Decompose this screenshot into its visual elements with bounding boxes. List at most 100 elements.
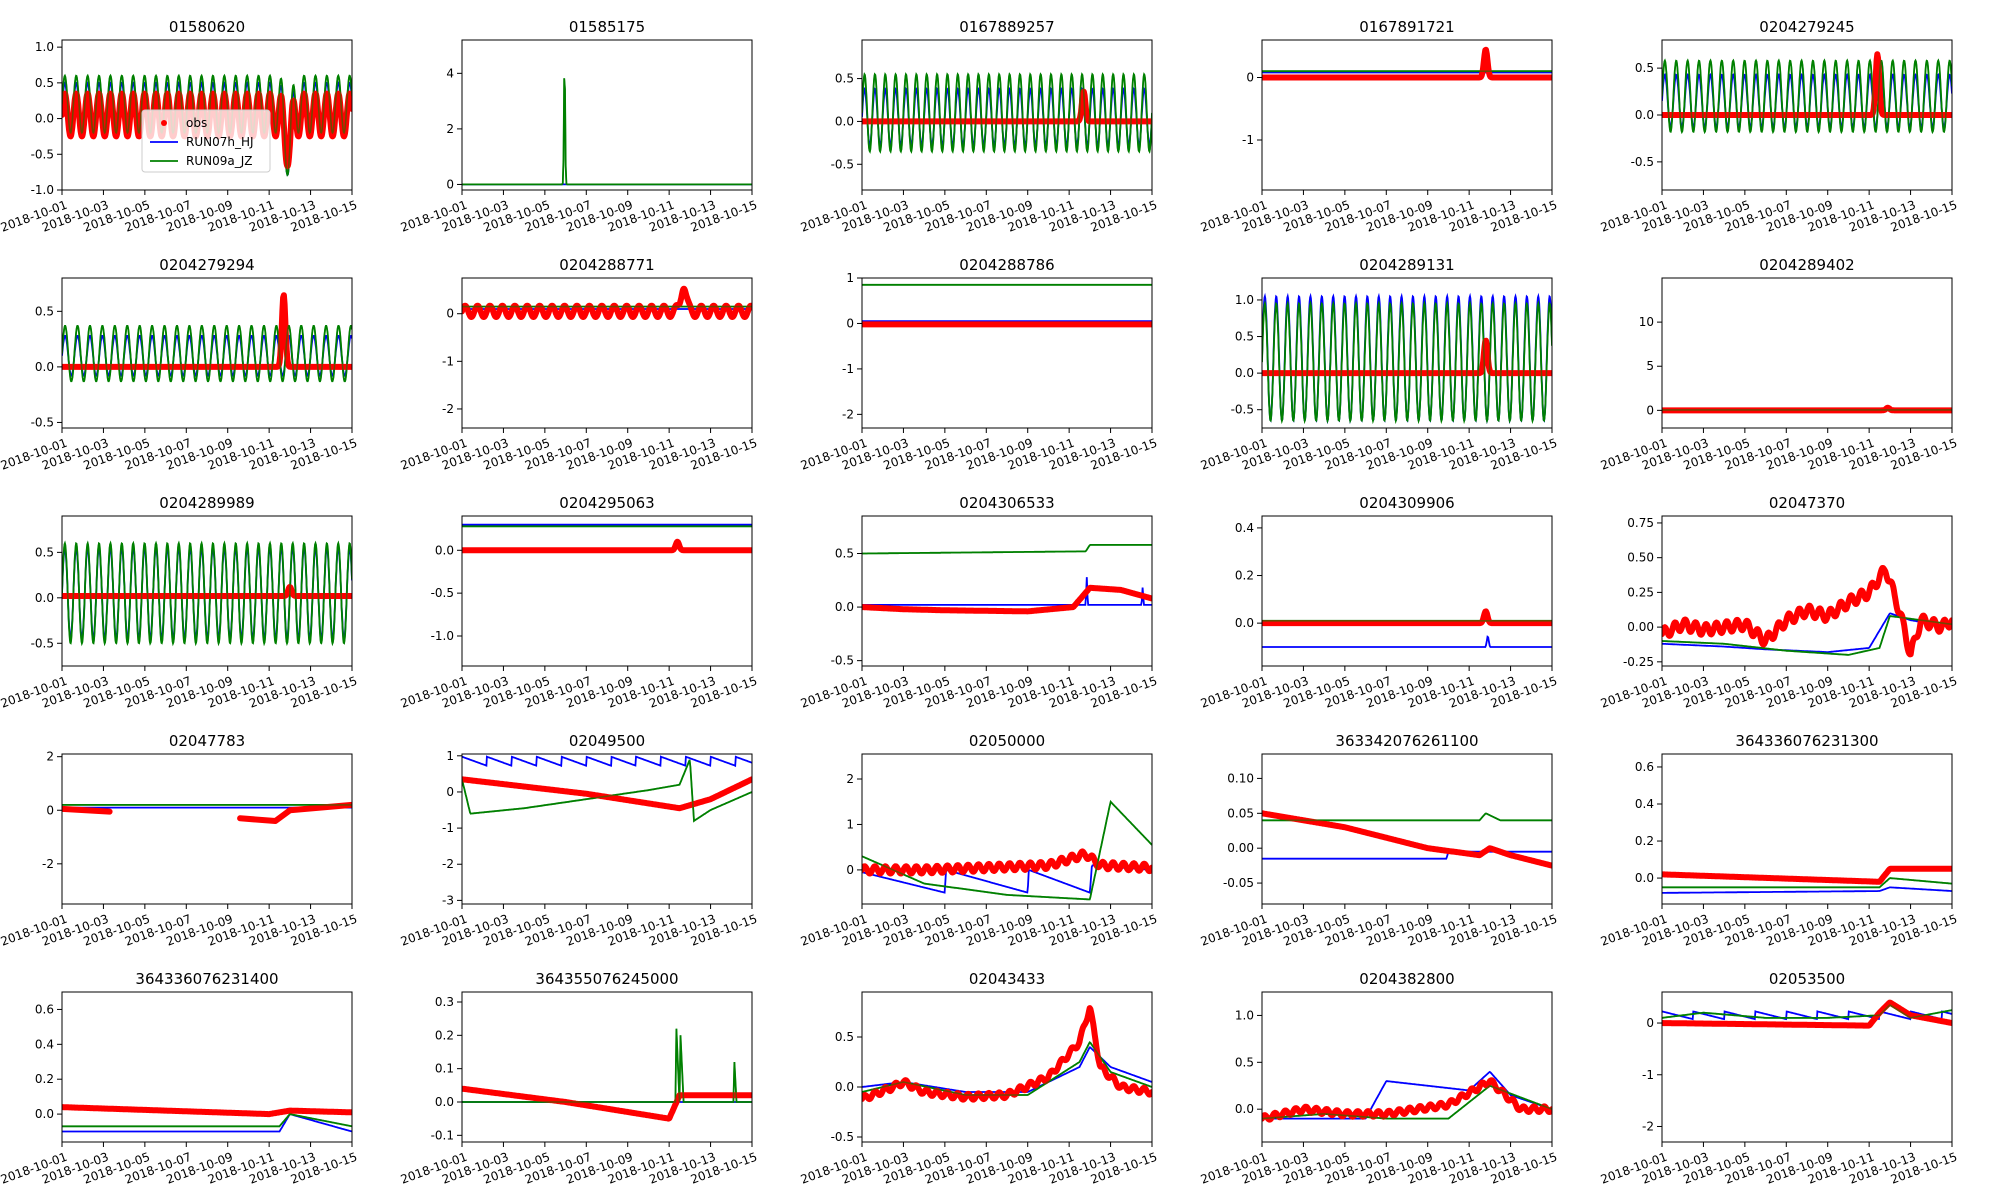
y-tick-label: 1.0: [1235, 293, 1254, 307]
y-tick-label: -2: [842, 407, 854, 421]
legend-label: RUN09a_JZ: [186, 154, 252, 168]
panel-title: 0204309906: [1359, 494, 1454, 512]
panel-364336076231400: 3643360762314000.60.40.20.02018-10-01201…: [0, 970, 359, 1187]
series-RUN09a_JZ-overlay: [862, 800, 1152, 901]
y-tick-label: -0.5: [1231, 403, 1254, 417]
axes-frame: [61, 277, 353, 429]
panel-02047370: 020473700.750.500.250.00-0.252018-10-012…: [1599, 494, 1959, 711]
y-tick-label: -0.1: [431, 1128, 454, 1142]
panel-title: 02047370: [1769, 494, 1845, 512]
series-obs: [62, 1104, 352, 1118]
series-obs: [862, 584, 1152, 615]
y-tick-label: -1.0: [31, 183, 54, 197]
y-tick-label: -2: [442, 402, 454, 416]
panel-364336076231300: 3643360762313000.60.40.20.02018-10-01201…: [1599, 732, 1959, 949]
series-RUN09a_JZ-overlay: [862, 544, 1152, 555]
y-tick-label: 1.0: [35, 40, 54, 54]
y-tick-label: 0.2: [435, 1028, 454, 1042]
axes-frame: [861, 515, 1153, 667]
y-tick-label: 0.0: [1235, 1102, 1254, 1116]
y-tick-label: 2: [446, 122, 454, 136]
series-RUN09a_JZ-overlay: [62, 540, 352, 646]
axes-frame: [861, 39, 1153, 191]
panel-title: 0167889257: [959, 18, 1054, 36]
y-tick-label: 0.2: [35, 1072, 54, 1086]
y-tick-label: 0: [1646, 403, 1654, 417]
y-tick-label: 0: [446, 307, 454, 321]
series-RUN07h_HJ: [1662, 886, 1952, 894]
panel-title: 364336076231400: [135, 970, 278, 988]
y-tick-label: 0.0: [1235, 616, 1254, 630]
panel-title: 02050000: [969, 732, 1045, 750]
series-RUN09a_JZ-overlay: [1262, 1085, 1552, 1120]
y-tick-label: 1.0: [1235, 1008, 1254, 1022]
y-tick-label: 0.0: [35, 112, 54, 126]
y-tick-label: 0.5: [835, 72, 854, 86]
series-obs: [1662, 565, 1952, 658]
y-tick-label: 0.0: [35, 591, 54, 605]
y-tick-label: -1: [442, 354, 454, 368]
series-RUN09a_JZ-overlay: [862, 1041, 1152, 1096]
series-RUN09a_JZ: [462, 78, 752, 186]
axes-frame: [1261, 515, 1553, 667]
y-tick-label: 2: [846, 772, 854, 786]
y-tick-label: -1: [1642, 1068, 1654, 1082]
panel-title: 0204279294: [159, 256, 254, 274]
legend-label: RUN07h_HJ: [186, 135, 254, 149]
y-tick-label: 0.4: [1235, 521, 1254, 535]
series-RUN09a_JZ-overlay: [1662, 1004, 1952, 1019]
axes-frame: [1661, 991, 1953, 1143]
y-tick-label: -0.5: [31, 147, 54, 161]
series-RUN09a_JZ-overlay: [1662, 58, 1952, 134]
y-tick-label: 0.5: [35, 545, 54, 559]
series-RUN09a_JZ: [462, 1028, 752, 1103]
panel-title: 01580620: [169, 18, 245, 36]
y-tick-label: -0.5: [1631, 155, 1654, 169]
panel-0167889257: 01678892570.50.0-0.52018-10-012018-10-03…: [799, 18, 1159, 235]
y-tick-label: 1: [846, 271, 854, 285]
y-tick-label: -1.0: [431, 629, 454, 643]
y-tick-label: 2: [46, 750, 54, 764]
y-tick-label: 0.0: [35, 1107, 54, 1121]
y-tick-label: 0.1: [435, 1062, 454, 1076]
series-obs: [462, 1085, 752, 1122]
panel-title: 363342076261100: [1335, 732, 1478, 750]
legend-marker-obs: [161, 120, 167, 126]
y-tick-label: 0.5: [1635, 61, 1654, 75]
series-RUN07h_HJ: [462, 755, 752, 768]
series-obs: [862, 1005, 1152, 1103]
panel-0204309906: 02043099060.40.20.02018-10-012018-10-032…: [1199, 494, 1559, 711]
y-tick-label: 10: [1639, 315, 1654, 329]
panel-0204279294: 02042792940.50.0-0.52018-10-012018-10-03…: [0, 256, 359, 473]
series-RUN09a_JZ-overlay: [462, 1028, 752, 1103]
y-tick-label: -1: [442, 821, 454, 835]
axes-frame: [461, 753, 753, 905]
y-tick-label: 0: [1246, 71, 1254, 85]
y-tick-label: 0.5: [835, 1030, 854, 1044]
series-RUN09a_JZ-overlay: [462, 78, 752, 186]
y-tick-label: 0.75: [1627, 516, 1654, 530]
axes-frame: [1261, 753, 1553, 905]
y-tick-label: 0.00: [1227, 841, 1254, 855]
panel-02043433: 020434330.50.0-0.52018-10-012018-10-0320…: [799, 970, 1159, 1187]
y-tick-label: 0.4: [35, 1037, 54, 1051]
y-tick-label: 0.0: [1235, 366, 1254, 380]
panel-0204279245: 02042792450.50.0-0.52018-10-012018-10-03…: [1599, 18, 1959, 235]
y-tick-label: -3: [442, 893, 454, 907]
series-obs: [1262, 337, 1552, 377]
y-tick-label: 0.05: [1227, 806, 1254, 820]
series-obs: [1262, 1077, 1552, 1123]
legend: obs RUN07h_HJ RUN09a_JZ: [141, 109, 271, 173]
axes-frame: [861, 991, 1153, 1143]
panel-0167891721: 01678917210-12018-10-012018-10-032018-10…: [1199, 18, 1559, 235]
panel-0204289989: 02042899890.50.0-0.52018-10-012018-10-03…: [0, 494, 359, 711]
panel-0204306533: 02043065330.50.0-0.52018-10-012018-10-03…: [799, 494, 1159, 711]
panel-title: 0204279245: [1759, 18, 1854, 36]
y-tick-label: -0.25: [1623, 655, 1654, 669]
series-RUN09a_JZ-overlay: [1262, 812, 1552, 822]
panel-02053500: 020535000-1-22018-10-012018-10-032018-10…: [1599, 970, 1959, 1187]
panel-0204295063: 02042950630.0-0.5-1.02018-10-012018-10-0…: [399, 494, 759, 711]
panel-0204289402: 020428940210502018-10-012018-10-032018-1…: [1599, 256, 1959, 473]
axes-frame: [1261, 39, 1553, 191]
series-RUN07h_HJ: [1262, 635, 1552, 648]
